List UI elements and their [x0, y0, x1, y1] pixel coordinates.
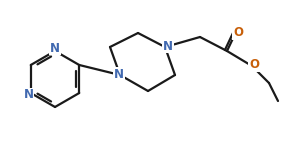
Text: N: N	[50, 42, 60, 55]
Text: O: O	[233, 26, 243, 40]
Text: N: N	[114, 67, 124, 80]
Text: N: N	[163, 40, 173, 53]
Text: O: O	[249, 58, 259, 72]
Text: N: N	[24, 88, 34, 101]
